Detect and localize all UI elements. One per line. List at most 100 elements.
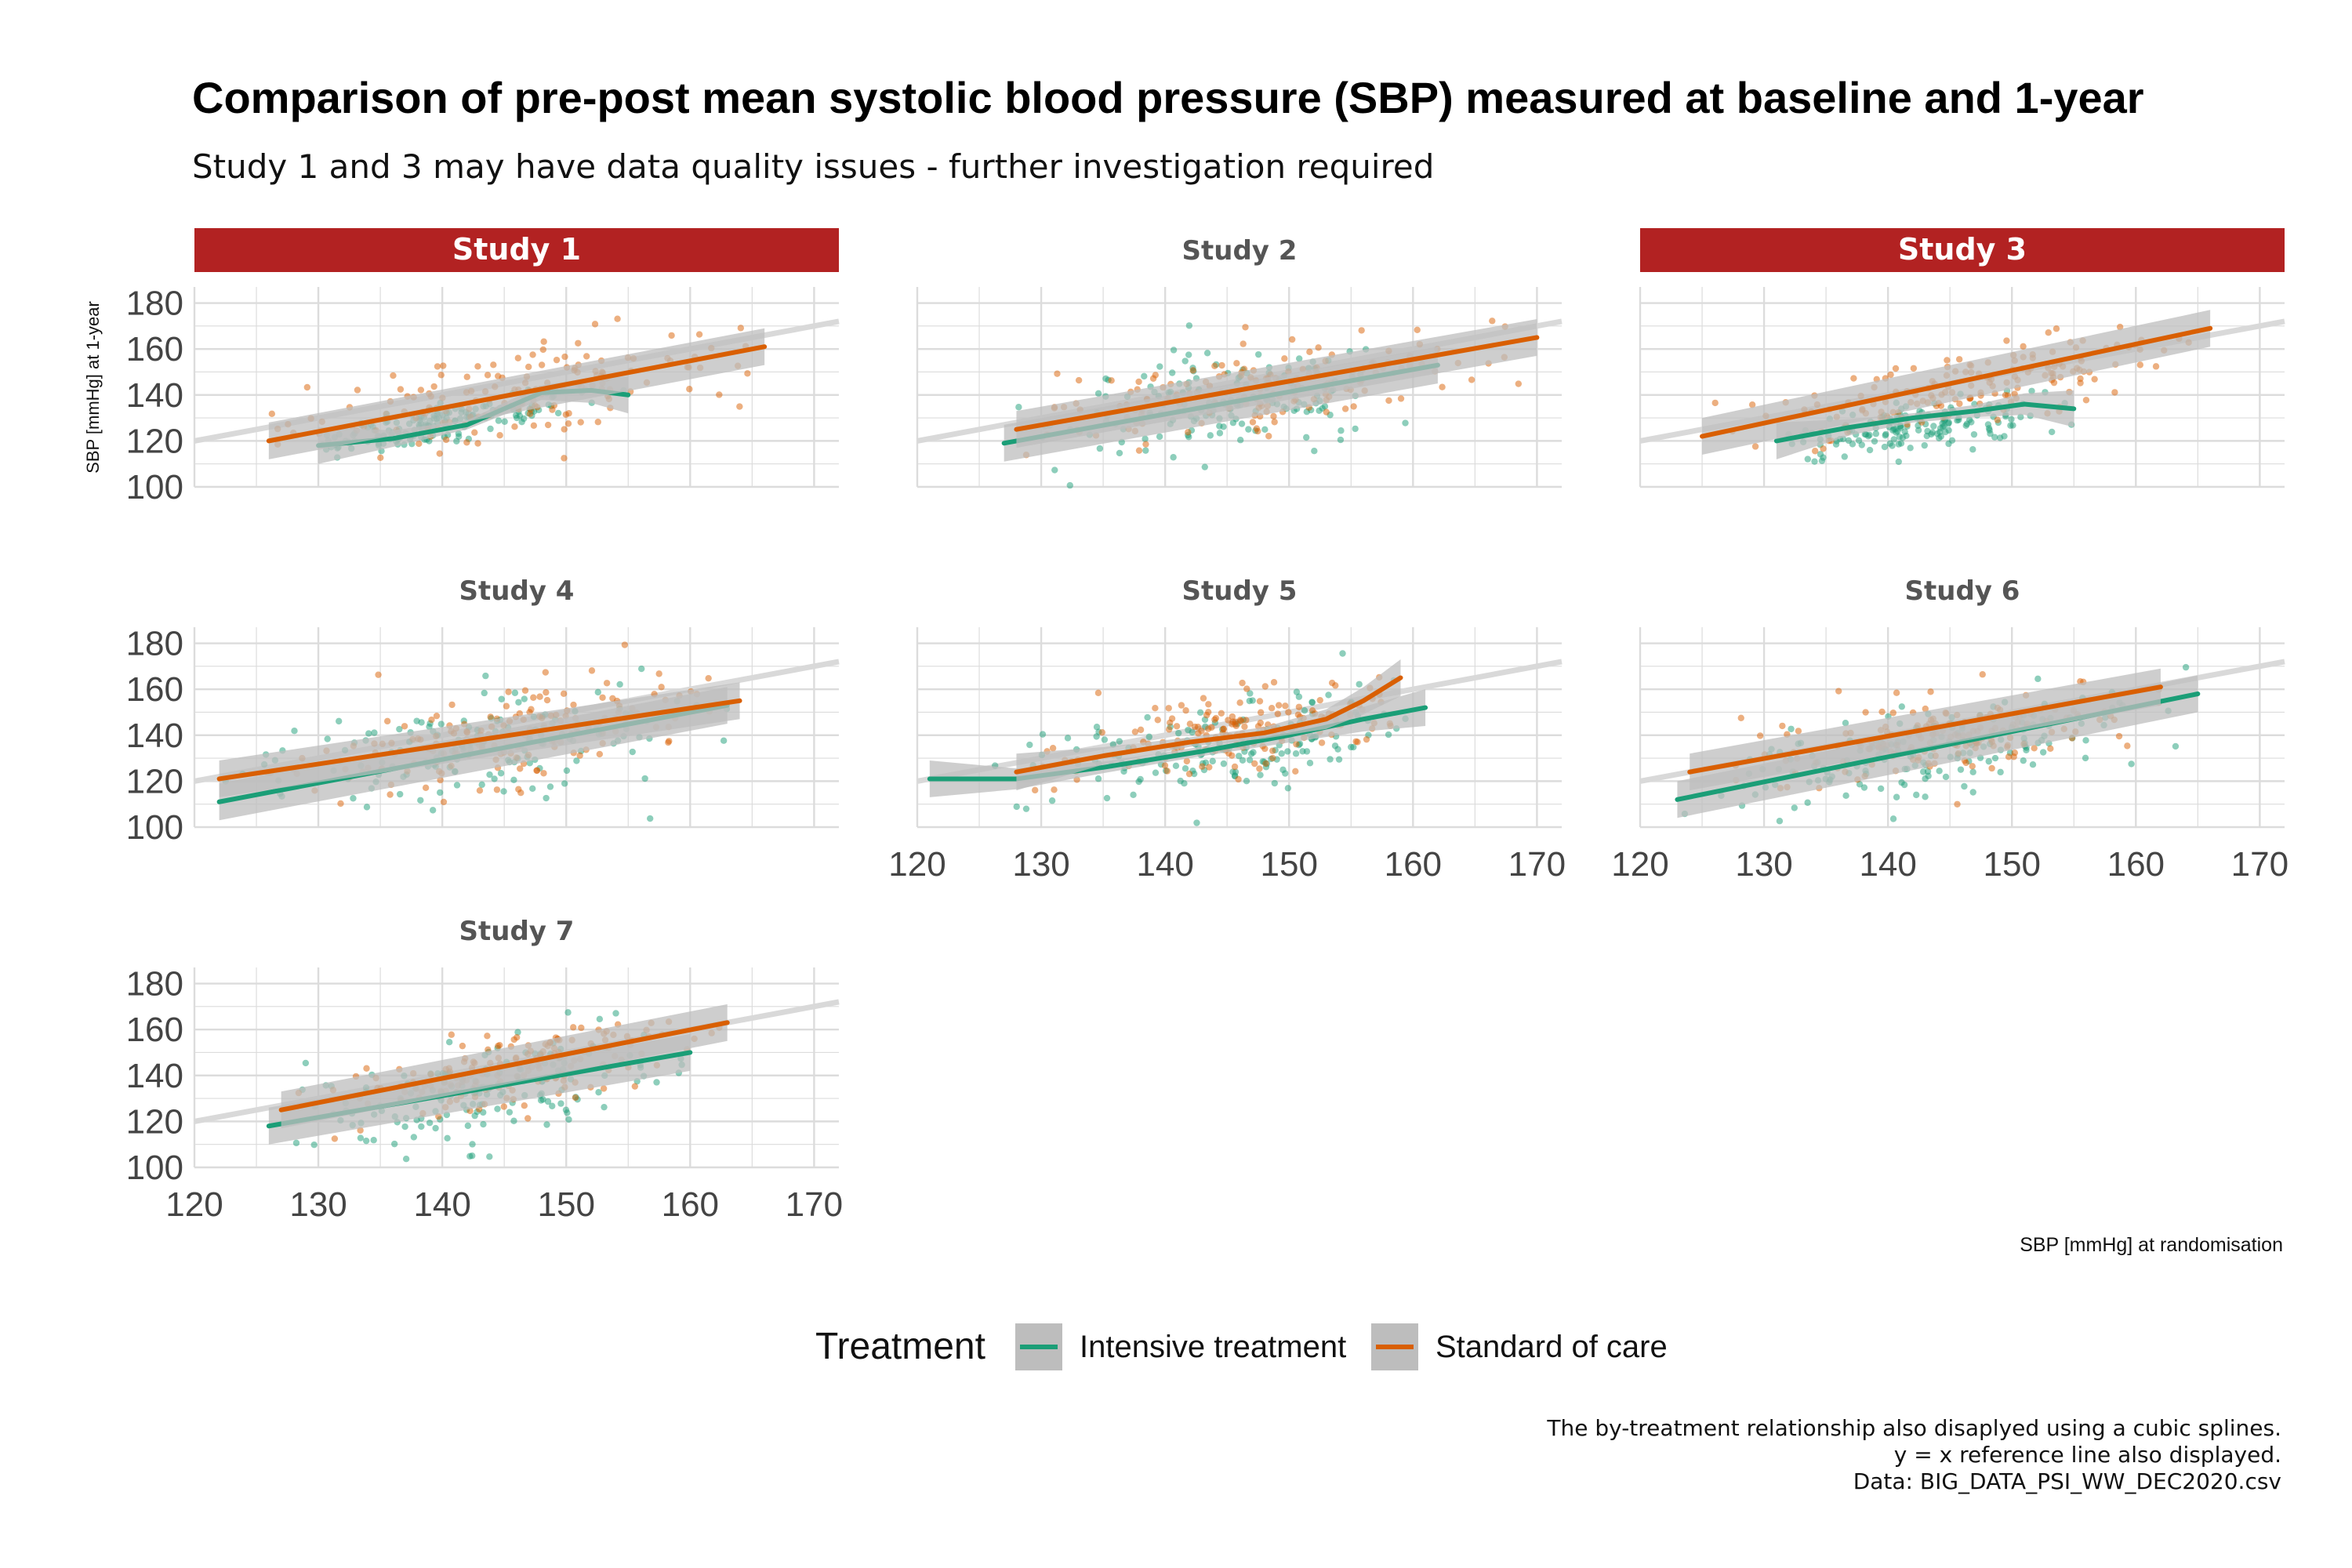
data-point	[1232, 768, 1240, 775]
data-point	[1218, 710, 1225, 717]
data-point	[599, 694, 606, 701]
data-point	[1969, 763, 1976, 770]
data-point	[418, 719, 425, 726]
data-point	[2128, 760, 2135, 768]
data-point	[1205, 701, 1212, 708]
data-point	[1156, 363, 1163, 370]
data-point	[1203, 350, 1211, 357]
chart-caption: The by-treatment relationship also disap…	[1547, 1415, 2281, 1495]
data-point	[1013, 803, 1020, 811]
y-axis-title: SBP [mmHg] at 1-year	[83, 301, 103, 474]
data-point	[1183, 757, 1191, 765]
data-point	[463, 439, 470, 446]
data-point	[1898, 779, 1905, 786]
data-point	[481, 689, 488, 697]
data-point	[422, 784, 430, 792]
data-point	[1285, 709, 1292, 716]
data-point	[331, 1135, 339, 1142]
data-point	[1185, 322, 1193, 329]
data-point	[1889, 710, 1897, 717]
data-point	[1175, 729, 1182, 737]
data-point	[2172, 742, 2180, 750]
data-point	[1930, 423, 1937, 430]
data-point	[1872, 430, 1880, 437]
data-point	[1269, 754, 1276, 762]
data-point	[609, 695, 616, 702]
data-point	[1032, 786, 1039, 794]
data-point	[1256, 698, 1264, 705]
data-point	[1301, 707, 1308, 714]
data-point	[1172, 762, 1180, 770]
facet-strip-label: Study 2	[1182, 235, 1298, 267]
data-point	[1385, 397, 1392, 405]
data-point	[440, 798, 448, 806]
data-point	[1116, 738, 1123, 745]
data-point	[437, 372, 445, 379]
data-point	[570, 701, 577, 709]
facet-strip-label: Study 4	[459, 575, 575, 607]
data-point	[1308, 699, 1316, 706]
data-point	[496, 431, 503, 439]
data-point	[525, 363, 532, 371]
x-tick-label: 130	[289, 1185, 347, 1224]
data-point	[1901, 428, 1908, 435]
data-point	[1862, 709, 1869, 716]
data-point	[1220, 760, 1228, 768]
data-point	[1832, 441, 1840, 448]
data-point	[1954, 800, 1961, 808]
data-point	[1397, 395, 1405, 402]
data-point	[538, 361, 546, 368]
data-point	[442, 436, 450, 444]
y-tick-label: 140	[126, 376, 183, 415]
data-point	[1306, 760, 1314, 767]
data-point	[493, 786, 501, 793]
data-point	[1922, 793, 1929, 800]
data-point	[1186, 720, 1194, 728]
data-point	[1271, 779, 1278, 787]
data-point	[410, 1134, 418, 1141]
data-point	[2048, 428, 2056, 436]
data-point	[303, 383, 311, 391]
data-point	[430, 383, 437, 390]
data-point	[1239, 757, 1247, 764]
data-point	[506, 1109, 514, 1116]
data-point	[494, 1105, 501, 1112]
data-point	[487, 713, 494, 720]
data-point	[1161, 762, 1169, 769]
data-point	[1256, 765, 1263, 772]
data-point	[546, 783, 554, 790]
data-point	[1779, 722, 1786, 730]
data-point	[371, 729, 378, 736]
fit-line	[216, 698, 742, 782]
data-point	[1316, 696, 1323, 704]
data-point	[1233, 360, 1240, 367]
data-point	[1239, 679, 1246, 687]
legend-item-label: Intensive treatment	[1080, 1330, 1346, 1364]
data-point	[432, 1124, 439, 1132]
data-point	[1152, 705, 1159, 712]
data-point	[565, 410, 572, 417]
x-tick-label: 170	[786, 1185, 843, 1224]
x-tick-label: 160	[662, 1185, 719, 1224]
data-point	[436, 450, 443, 457]
data-point	[1236, 753, 1243, 760]
data-point	[437, 720, 445, 728]
data-point	[596, 1015, 604, 1023]
data-point	[1206, 764, 1213, 771]
data-point	[363, 1065, 370, 1072]
data-point	[1921, 441, 1928, 449]
data-point	[1414, 326, 1421, 334]
data-point	[1842, 720, 1849, 727]
data-point	[695, 331, 703, 338]
data-point	[363, 804, 371, 811]
data-point	[1185, 726, 1192, 734]
data-point	[1318, 739, 1326, 746]
chart-subtitle: Study 1 and 3 may have data quality issu…	[192, 147, 1435, 186]
data-point	[515, 786, 522, 793]
data-point	[1284, 785, 1292, 792]
data-point	[1385, 731, 1392, 739]
data-point	[600, 1085, 608, 1092]
data-point	[1288, 336, 1296, 343]
data-point	[529, 351, 536, 358]
data-point	[521, 695, 528, 702]
